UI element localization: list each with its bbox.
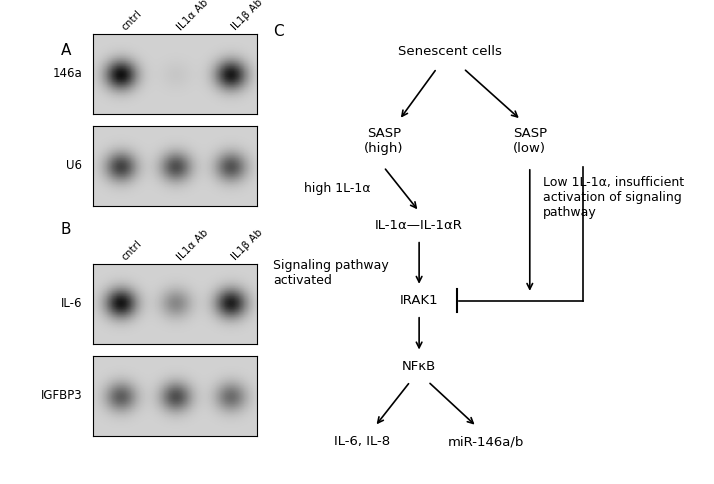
Text: SASP
(high): SASP (high): [364, 127, 403, 155]
Text: IL1β Ab: IL1β Ab: [230, 0, 264, 32]
Text: IL1β Ab: IL1β Ab: [230, 227, 264, 262]
Text: Senescent cells: Senescent cells: [398, 45, 502, 59]
Text: high 1L-1α: high 1L-1α: [304, 182, 371, 195]
Text: C: C: [273, 24, 283, 39]
Text: NFκB: NFκB: [402, 360, 436, 373]
Text: IL-6: IL-6: [61, 297, 82, 310]
Text: B: B: [61, 223, 71, 237]
Text: U6: U6: [66, 159, 82, 172]
Text: IL-1α—IL-1αR: IL-1α—IL-1αR: [375, 219, 463, 232]
Text: Low 1L-1α, insufficient
activation of signaling
pathway: Low 1L-1α, insufficient activation of si…: [543, 176, 684, 219]
Text: cntrl: cntrl: [120, 238, 144, 262]
Text: 146a: 146a: [52, 67, 82, 80]
Text: IRAK1: IRAK1: [400, 294, 438, 307]
Text: IL1α Ab: IL1α Ab: [175, 227, 210, 262]
Text: SASP
(low): SASP (low): [513, 127, 547, 155]
Text: miR-146a/b: miR-146a/b: [448, 435, 523, 448]
Text: IL-6, IL-8: IL-6, IL-8: [333, 435, 390, 448]
Text: IGFBP3: IGFBP3: [41, 389, 82, 402]
Text: IL1α Ab: IL1α Ab: [175, 0, 210, 32]
Text: cntrl: cntrl: [120, 8, 144, 32]
Text: Signaling pathway
activated: Signaling pathway activated: [273, 258, 389, 287]
Text: A: A: [61, 44, 71, 58]
